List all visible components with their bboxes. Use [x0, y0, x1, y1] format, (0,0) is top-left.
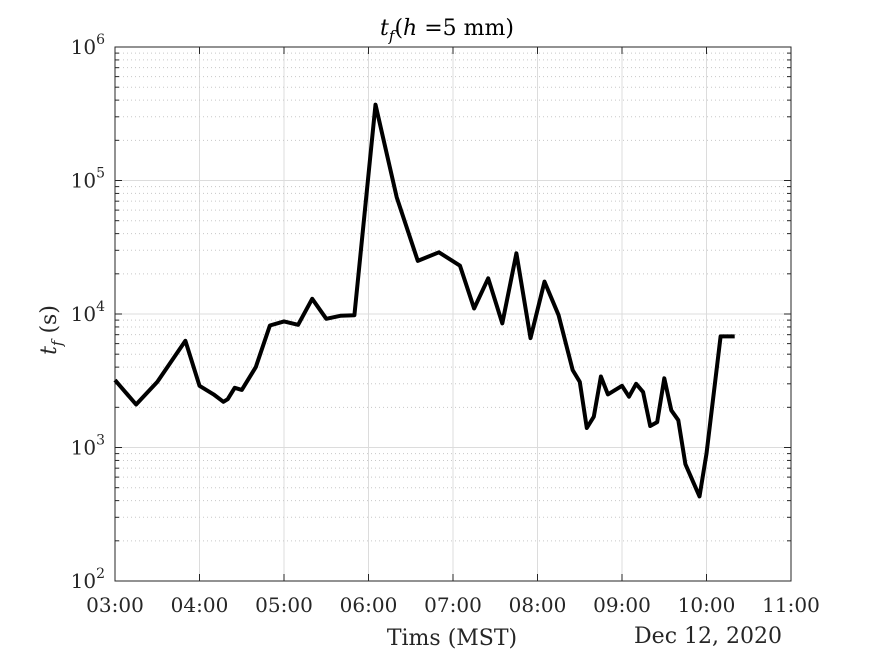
y-tick-label: 102 — [71, 566, 105, 593]
y-tick-label: 106 — [71, 32, 105, 59]
x-axis-label: Tims (MST) — [387, 626, 517, 651]
x-tick-labels: 03:00 04:00 05:00 06:00 07:00 08:00 09:00 10:00… — [86, 593, 820, 617]
x-tick-label: 10:00 — [678, 593, 736, 617]
y-tick-exponent: 3 — [96, 433, 105, 449]
x-tick-label: 04:00 — [171, 593, 229, 617]
x-tick-label: 08:00 — [509, 593, 567, 617]
x-tick-label: 11:00 — [762, 593, 820, 617]
x-tick-label: 09:00 — [593, 593, 651, 617]
chart-title: tf(h =5 mm) — [380, 16, 514, 45]
date-label: Dec 12, 2020 — [634, 624, 782, 649]
y-tick-base: 10 — [71, 169, 96, 193]
grid — [114, 46, 792, 582]
y-tick-label: 105 — [71, 166, 105, 193]
y-tick-exponent: 5 — [96, 166, 105, 182]
axis-ticks — [114, 46, 792, 582]
y-tick-base: 10 — [71, 436, 96, 460]
y-tick-label: 104 — [71, 299, 105, 326]
x-tick-label: 06:00 — [340, 593, 398, 617]
y-tick-base: 10 — [71, 569, 96, 593]
y-tick-base: 10 — [71, 35, 96, 59]
y-tick-exponent: 2 — [96, 566, 105, 582]
y-tick-base: 10 — [71, 302, 96, 326]
series-line — [113, 102, 735, 499]
y-tick-exponent: 4 — [96, 299, 105, 315]
x-tick-label: 03:00 — [86, 593, 144, 617]
x-tick-label: 07:00 — [424, 593, 482, 617]
y-tick-exponent: 6 — [96, 32, 105, 48]
x-tick-label: 05:00 — [255, 593, 313, 617]
y-axis-label: tf (s) — [37, 305, 66, 355]
y-tick-label: 103 — [71, 433, 105, 460]
